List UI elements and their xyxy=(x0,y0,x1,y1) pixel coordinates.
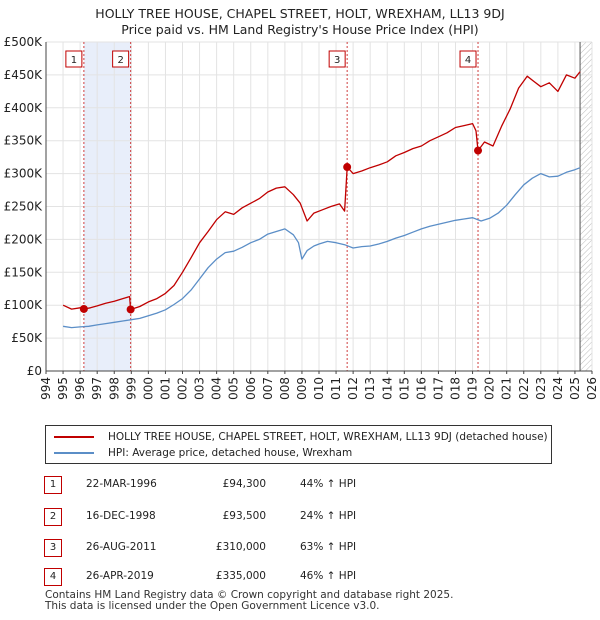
x-tick-label: 2002 xyxy=(176,377,190,400)
hpi-series-line xyxy=(63,167,581,329)
x-tick-label: 2012 xyxy=(346,377,360,400)
x-tick-label: 2005 xyxy=(227,377,241,400)
table-row: 3 26-AUG-2011 £310,000 63% ↑ HPI xyxy=(44,539,564,561)
sale-label: 2 xyxy=(117,55,123,66)
x-tick-label: 2021 xyxy=(500,377,514,400)
transaction-price: £310,000 xyxy=(215,541,266,553)
x-tick-label: 2024 xyxy=(551,377,565,400)
sale-label-box xyxy=(459,50,477,68)
footer: Contains HM Land Registry data © Crown c… xyxy=(45,590,453,612)
y-tick-label: £500K xyxy=(4,35,44,49)
y-tick-label: £300K xyxy=(4,167,44,181)
transaction-date: 16-DEC-1998 xyxy=(86,510,156,522)
y-tick-label: £200K xyxy=(4,232,44,246)
sale-label: 3 xyxy=(334,55,340,66)
sale-label-box xyxy=(328,50,346,68)
transaction-badge: 2 xyxy=(44,508,62,526)
legend-label-hpi: HPI: Average price, detached house, Wrex… xyxy=(108,447,353,459)
x-tick-label: 2026 xyxy=(585,377,599,400)
x-tick-label: 2011 xyxy=(329,377,343,400)
x-tick-label: 2017 xyxy=(431,377,445,400)
transaction-price: £335,000 xyxy=(215,570,266,582)
x-tick-label: 1999 xyxy=(124,377,138,400)
y-tick-label: £450K xyxy=(4,68,44,82)
table-row: 4 26-APR-2019 £335,000 46% ↑ HPI xyxy=(44,568,564,590)
transaction-date: 26-APR-2019 xyxy=(86,570,154,582)
transaction-hpi: 24% ↑ HPI xyxy=(300,510,357,522)
sale-point xyxy=(343,163,352,172)
sale-point xyxy=(126,305,135,314)
x-tick-label: 2008 xyxy=(278,377,292,400)
transaction-price: £93,500 xyxy=(222,510,266,522)
legend: HOLLY TREE HOUSE, CHAPEL STREET, HOLT, W… xyxy=(45,425,552,464)
y-tick-label: £350K xyxy=(4,134,44,148)
x-tick-label: 2009 xyxy=(295,377,309,400)
x-tick-label: 2015 xyxy=(397,377,411,400)
y-tick-label: £250K xyxy=(4,200,44,214)
x-tick-label: 1998 xyxy=(107,377,121,400)
legend-swatch-hpi xyxy=(54,452,94,454)
x-tick-label: 1995 xyxy=(56,377,70,400)
x-tick-label: 2016 xyxy=(414,377,428,400)
x-tick-label: 2003 xyxy=(193,377,207,400)
y-tick-label: £0 xyxy=(27,364,42,378)
y-tick-label: £50K xyxy=(11,331,43,345)
sale-label-box xyxy=(65,50,83,68)
footer-copyright: Contains HM Land Registry data © Crown c… xyxy=(45,589,454,601)
sale-point xyxy=(79,304,88,313)
x-tick-label: 2022 xyxy=(517,377,531,400)
footer-licence: This data is licensed under the Open Gov… xyxy=(45,600,380,612)
x-tick-label: 2013 xyxy=(363,377,377,400)
x-tick-label: 1996 xyxy=(73,377,87,400)
transaction-price: £94,300 xyxy=(222,478,266,490)
legend-item-hpi: HPI: Average price, detached house, Wrex… xyxy=(54,445,352,461)
x-tick-label: 2004 xyxy=(210,377,224,400)
table-row: 2 16-DEC-1998 £93,500 24% ↑ HPI xyxy=(44,508,564,530)
chart-title: HOLLY TREE HOUSE, CHAPEL STREET, HOLT, W… xyxy=(95,6,505,21)
legend-swatch-property xyxy=(54,436,94,438)
sale-point xyxy=(474,146,483,155)
x-tick-label: 2006 xyxy=(244,377,258,400)
x-tick-label: 2007 xyxy=(261,377,275,400)
x-tick-label: 2000 xyxy=(141,377,155,400)
transaction-hpi: 46% ↑ HPI xyxy=(300,570,357,582)
transaction-badge: 3 xyxy=(44,539,62,557)
transaction-date: 22-MAR-1996 xyxy=(86,478,157,490)
x-tick-label: 2018 xyxy=(449,377,463,400)
x-tick-label: 1997 xyxy=(90,377,104,400)
x-tick-label: 2023 xyxy=(534,377,548,400)
table-row: 1 22-MAR-1996 £94,300 44% ↑ HPI xyxy=(44,476,564,498)
y-tick-label: £100K xyxy=(4,298,44,312)
y-tick-label: £150K xyxy=(4,265,44,279)
price-chart: 1 2 3 4 £0 £50K £100K £150K £200K £250K £300K £350K… xyxy=(4,35,599,400)
y-tick-label: £400K xyxy=(4,101,44,115)
x-tick-label: 2010 xyxy=(312,377,326,400)
transaction-badge: 1 xyxy=(44,476,62,494)
x-tick-label: 2014 xyxy=(380,377,394,400)
transaction-date: 26-AUG-2011 xyxy=(86,541,157,553)
transaction-badge: 4 xyxy=(44,568,62,586)
sale-label: 1 xyxy=(71,55,77,66)
transaction-hpi: 63% ↑ HPI xyxy=(300,541,357,553)
chart-subtitle: Price paid vs. HM Land Registry's House … xyxy=(121,22,479,37)
sale-label: 4 xyxy=(465,55,471,66)
x-tick-label: 2020 xyxy=(483,377,497,400)
legend-label-property: HOLLY TREE HOUSE, CHAPEL STREET, HOLT, W… xyxy=(108,431,548,443)
x-tick-label: 2001 xyxy=(158,377,172,400)
legend-item-property: HOLLY TREE HOUSE, CHAPEL STREET, HOLT, W… xyxy=(54,429,548,445)
x-tick-label: 1994 xyxy=(39,377,53,400)
sale-label-box xyxy=(112,50,130,68)
transaction-hpi: 44% ↑ HPI xyxy=(300,478,357,490)
x-tick-label: 2019 xyxy=(466,377,480,400)
x-tick-label: 2025 xyxy=(568,377,582,400)
property-series-line xyxy=(62,71,581,311)
